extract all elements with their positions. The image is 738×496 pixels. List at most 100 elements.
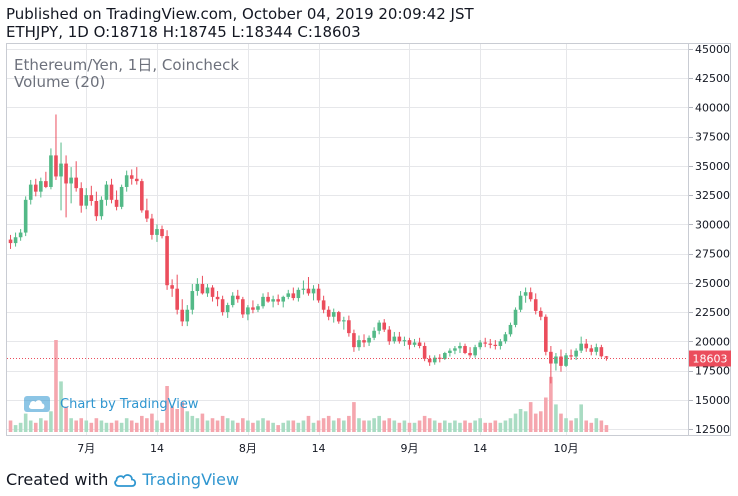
candle[interactable] [574,348,578,361]
candle[interactable] [347,315,351,337]
candle[interactable] [342,316,346,330]
candle[interactable] [220,295,225,316]
candle[interactable] [584,338,589,352]
candle[interactable] [478,340,482,350]
candle[interactable] [281,295,286,308]
candle[interactable] [493,340,498,350]
candle[interactable] [89,185,94,206]
candle[interactable] [432,355,437,365]
candle[interactable] [382,319,387,332]
candle[interactable] [84,188,89,210]
candle[interactable] [448,348,452,357]
candle[interactable] [261,293,265,309]
candle[interactable] [523,287,528,303]
candle[interactable] [119,184,124,210]
candle[interactable] [352,329,356,352]
candle[interactable] [165,230,169,290]
candle[interactable] [241,296,245,318]
candle[interactable] [594,343,599,356]
candle[interactable] [387,326,392,345]
candle[interactable] [377,320,381,335]
candle[interactable] [134,167,139,185]
candle[interactable] [498,338,503,350]
candle[interactable] [579,336,583,353]
candle[interactable] [513,307,518,328]
candle[interactable] [559,349,563,372]
candle[interactable] [392,331,397,344]
candle[interactable] [306,277,311,296]
candle[interactable] [453,345,457,355]
tradingview-watermark[interactable]: Chart by TradingView [24,396,198,412]
candle[interactable] [407,337,412,350]
candle[interactable] [316,284,321,303]
candle[interactable] [518,291,523,313]
candle[interactable] [150,213,154,240]
candle[interactable] [33,178,38,197]
candle[interactable] [367,335,371,346]
candle[interactable] [54,114,58,180]
candle[interactable] [458,342,462,353]
candle[interactable] [230,292,235,308]
candle[interactable] [488,338,493,349]
candle[interactable] [311,285,316,301]
candle[interactable] [271,295,275,308]
candle[interactable] [44,171,48,189]
candle[interactable] [145,198,149,223]
candle[interactable] [13,232,18,247]
candle[interactable] [443,351,447,361]
candle[interactable] [74,161,78,192]
candle[interactable] [336,310,341,324]
candle[interactable] [49,148,53,190]
candle[interactable] [79,182,84,213]
candle[interactable] [589,344,594,356]
candle[interactable] [266,292,270,303]
candle[interactable] [508,322,513,337]
candle[interactable] [39,177,43,198]
candle[interactable] [533,293,538,315]
candle[interactable] [235,289,240,303]
candle[interactable] [417,337,422,349]
candle[interactable] [326,306,331,321]
candle[interactable] [129,169,134,185]
candle[interactable] [276,294,280,306]
candle[interactable] [468,347,472,358]
candle[interactable] [23,196,28,237]
footer-brand-link[interactable]: TradingView [114,470,239,489]
candle[interactable] [463,343,467,355]
candle[interactable] [538,307,543,321]
candle[interactable] [94,191,99,221]
candle[interactable] [544,314,548,356]
candle[interactable] [140,178,144,213]
candle[interactable] [160,225,164,239]
candle[interactable] [412,338,417,348]
candle[interactable] [528,287,533,302]
candle[interactable] [124,170,129,192]
candle[interactable] [195,278,200,296]
candle[interactable] [397,331,402,344]
candle[interactable] [301,280,306,295]
candle[interactable] [331,308,336,323]
candle[interactable] [402,336,407,346]
candle[interactable] [321,295,326,314]
candle[interactable] [109,178,114,204]
candle[interactable] [362,334,366,348]
candle[interactable] [357,335,361,351]
candle[interactable] [155,224,159,242]
candle[interactable] [8,234,13,249]
candle[interactable] [599,344,604,358]
candle[interactable] [99,196,104,220]
candle[interactable] [59,142,63,211]
candle[interactable] [210,285,215,302]
candle[interactable] [427,355,432,366]
candle[interactable] [18,229,23,241]
candle[interactable] [291,287,296,301]
candle[interactable] [554,353,558,371]
candle[interactable] [114,190,119,211]
candle[interactable] [225,302,230,318]
candle[interactable] [473,344,477,358]
candle[interactable] [175,274,179,315]
candle[interactable] [190,284,195,315]
candle[interactable] [69,167,73,204]
candle[interactable] [604,355,609,361]
